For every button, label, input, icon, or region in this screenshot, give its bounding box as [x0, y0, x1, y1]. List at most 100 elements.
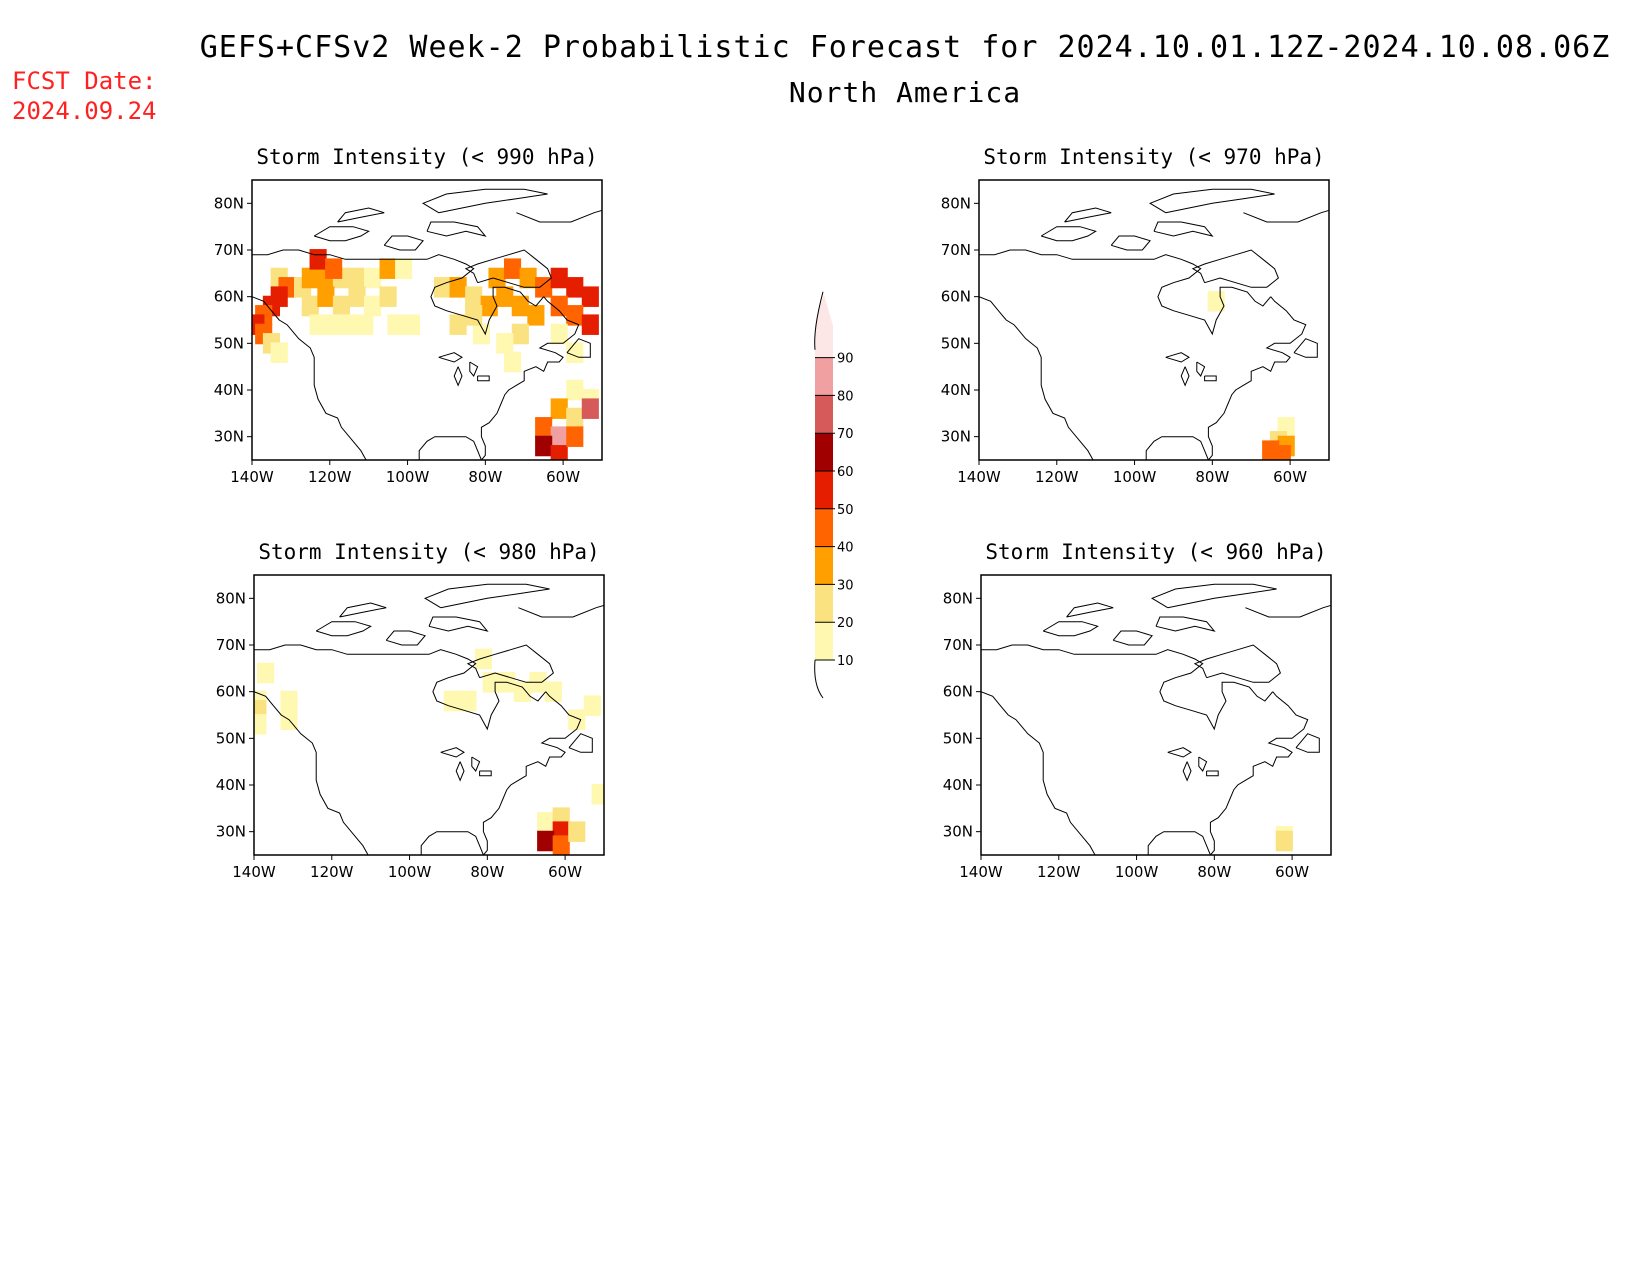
colorbar-segment: [815, 433, 833, 471]
probability-cell: [581, 314, 599, 335]
probability-cell: [535, 435, 553, 457]
lat-tick-label: 60N: [943, 683, 973, 701]
coastline: [426, 221, 487, 237]
lat-tick-label: 70N: [216, 636, 246, 654]
map-frame: [980, 574, 1332, 856]
colorbar-bottom-edge: [814, 659, 824, 699]
probability-cell: [550, 398, 568, 419]
lon-tick-label: 100W: [386, 468, 430, 486]
probability-cell: [1273, 445, 1291, 460]
lon-tick-label: 140W: [230, 468, 274, 486]
colorbar-segment: [815, 546, 833, 585]
probability-cell: [364, 267, 382, 289]
probability-cell: [356, 314, 374, 335]
probability-cell: [537, 812, 555, 833]
region-title: North America: [788, 76, 1022, 109]
lat-tick-label: 30N: [941, 428, 971, 446]
coastline: [979, 249, 1272, 336]
coastline: [438, 352, 463, 363]
lat-tick-label: 60N: [216, 683, 246, 701]
coastline: [453, 366, 463, 387]
coastline: [254, 644, 547, 731]
map-frame: [978, 179, 1330, 461]
coastline: [471, 756, 481, 772]
probability-cell: [1275, 830, 1293, 852]
probability-cell: [280, 690, 298, 712]
probability-cell: [568, 709, 586, 730]
coastline: [518, 604, 604, 618]
probability-cell: [317, 286, 335, 307]
panel-title: Storm Intensity (< 990 hPa): [256, 145, 597, 169]
coastline: [1196, 361, 1206, 377]
colorbar-top-edge: [814, 291, 824, 350]
probability-cell: [443, 690, 461, 712]
coastline: [421, 188, 548, 214]
probability-cell: [379, 258, 397, 279]
colorbar-segment: [815, 395, 833, 434]
probability-cell: [581, 286, 599, 307]
lat-tick-label: 30N: [214, 428, 244, 446]
probability-cell: [535, 417, 553, 438]
panel-960-hpa: Storm Intensity (< 960 hPa) 80N 70N 60N 50N 4…: [943, 540, 1332, 881]
probability-cell: [504, 351, 522, 373]
lat-tick-label: 50N: [943, 729, 973, 747]
coastline: [1150, 583, 1277, 609]
probability-cell: [395, 258, 413, 279]
main-title: GEFS+CFSv2 Week-2 Probabilistic Forecast…: [199, 30, 1611, 65]
coastline: [423, 583, 550, 609]
lon-tick-label: 100W: [1115, 863, 1159, 881]
probability-cell: [465, 286, 483, 307]
lon-tick-label: 120W: [1035, 468, 1079, 486]
colorbar-segment: [815, 471, 833, 509]
probability-cell: [519, 267, 537, 289]
probability-cell: [301, 267, 319, 289]
colorbar-label: 10: [837, 654, 854, 669]
probability-cell: [550, 323, 568, 345]
coastline: [1167, 747, 1192, 758]
probability-cell: [449, 314, 467, 335]
lon-tick-label: 80W: [1197, 863, 1231, 881]
probability-cell: [379, 286, 397, 307]
lat-tick-label: 50N: [216, 729, 246, 747]
panel-title: Storm Intensity (< 960 hPa): [985, 540, 1326, 564]
lon-tick-label: 80W: [1195, 468, 1229, 486]
coastline: [428, 616, 489, 632]
probability-cell: [309, 249, 327, 270]
colorbar-label: 60: [837, 465, 854, 480]
probability-cell: [301, 295, 319, 317]
coastline: [1193, 644, 1282, 683]
lon-tick-label: 100W: [1113, 468, 1157, 486]
panel-title: Storm Intensity (< 980 hPa): [258, 540, 599, 564]
coastline: [516, 209, 602, 223]
probability-cell: [550, 295, 568, 317]
coastline: [469, 361, 479, 377]
lat-tick-label: 50N: [941, 334, 971, 352]
probability-cell: [254, 714, 267, 735]
lon-tick-label: 60W: [1273, 468, 1307, 486]
coastline: [1155, 616, 1216, 632]
map-frame: [253, 574, 605, 856]
probability-cell: [511, 323, 529, 345]
coastline: [1295, 733, 1320, 753]
lat-tick-label: 40N: [943, 776, 973, 794]
probability-field: [252, 249, 599, 460]
probability-field: [1207, 291, 1295, 460]
probability-cell: [568, 821, 586, 842]
coastline: [1191, 249, 1280, 288]
coastline: [566, 338, 591, 358]
colorbar-label: 70: [837, 427, 854, 442]
forecast-date-value: 2024.09.24: [12, 97, 157, 125]
probability-cell: [325, 258, 343, 279]
probability-cell: [544, 681, 562, 702]
lon-tick-label: 120W: [308, 468, 352, 486]
lat-tick-label: 50N: [214, 334, 244, 352]
probability-field: [254, 648, 604, 855]
coastline: [1145, 296, 1307, 460]
lat-tick-label: 70N: [214, 241, 244, 259]
probability-cell: [309, 314, 327, 335]
lat-tick-label: 80N: [214, 194, 244, 212]
probability-cell: [504, 258, 522, 279]
coastline: [1042, 621, 1099, 637]
map-frame: [251, 179, 603, 461]
coastlines: [254, 583, 604, 855]
